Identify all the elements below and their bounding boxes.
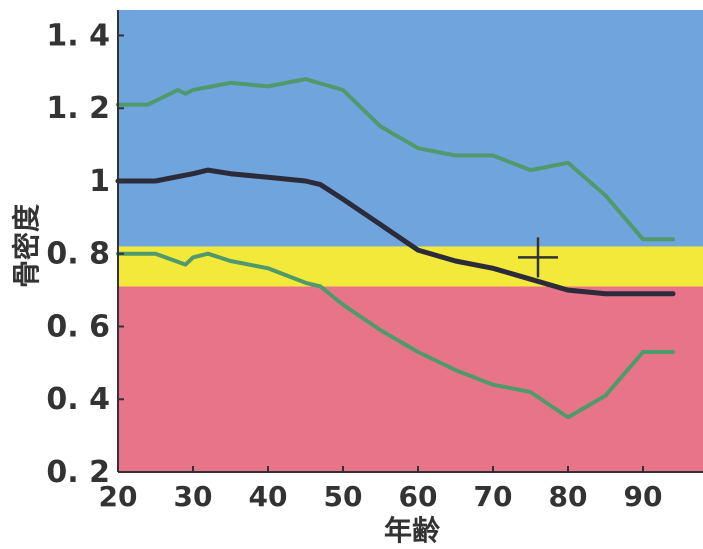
series-line-1 [115, 167, 676, 297]
zone-bands [118, 10, 703, 472]
y-axis-title: 骨密度 [10, 204, 43, 288]
x-axis-title: 年齢 [384, 514, 440, 547]
y-tick-label-6: 1. 4 [46, 18, 110, 53]
x-tick-label-4: 60 [399, 480, 438, 513]
y-tick-label-5: 1. 2 [46, 91, 110, 126]
zone-band-2 [118, 10, 703, 247]
x-tick-label-3: 50 [324, 480, 363, 513]
y-tick-label-1: 0. 4 [46, 382, 110, 417]
series-line-0 [116, 77, 675, 242]
x-tick-label-0: 20 [99, 480, 138, 513]
series-line-2 [116, 251, 675, 420]
x-tick-label-1: 30 [174, 480, 213, 513]
x-tick-labels: 20 30 40 50 60 70 80 90 [99, 466, 663, 513]
x-tick-label-2: 40 [249, 480, 288, 513]
series-lines [115, 77, 676, 420]
x-tick-label-5: 70 [474, 480, 513, 513]
x-tick-label-6: 80 [549, 480, 588, 513]
y-tick-label-2: 0. 6 [46, 309, 110, 344]
y-tick-label-3: 0. 8 [46, 237, 110, 272]
zone-band-1 [118, 246, 703, 287]
y-tick-labels: 0. 2 0. 4 0. 6 0. 8 1 1. 2 1. 4 [46, 18, 124, 490]
zone-band-0 [118, 286, 703, 472]
marker-layer [518, 237, 558, 278]
axes [117, 10, 703, 473]
y-tick-label-4: 1 [89, 164, 110, 199]
y-tick-label-0: 0. 2 [46, 455, 110, 490]
x-tick-label-7: 90 [624, 480, 663, 513]
